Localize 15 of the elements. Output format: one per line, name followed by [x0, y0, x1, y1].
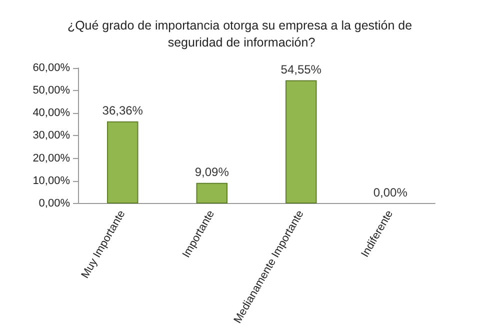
bar: [196, 182, 228, 204]
chart-title: ¿Qué grado de importancia otorga su empresa a la gestión de seguridad de información?: [67, 18, 416, 50]
y-tick-label: 50,00%: [32, 84, 70, 97]
y-tick-label: 30,00%: [32, 130, 70, 142]
bar: [107, 121, 138, 204]
data-label: 9,09%: [194, 164, 230, 179]
y-tick-label: 10,00%: [32, 174, 70, 187]
y-tick-label: 20,00%: [32, 152, 70, 164]
y-tick-label: 60,00%: [32, 62, 70, 74]
y-tick-label: 0,00%: [38, 197, 70, 210]
y-tick-label: 40,00%: [32, 107, 70, 120]
data-label: 54,55%: [280, 62, 322, 76]
data-label: 36,36%: [102, 103, 144, 118]
bar: [286, 80, 317, 204]
data-label: 0,00%: [373, 185, 408, 200]
